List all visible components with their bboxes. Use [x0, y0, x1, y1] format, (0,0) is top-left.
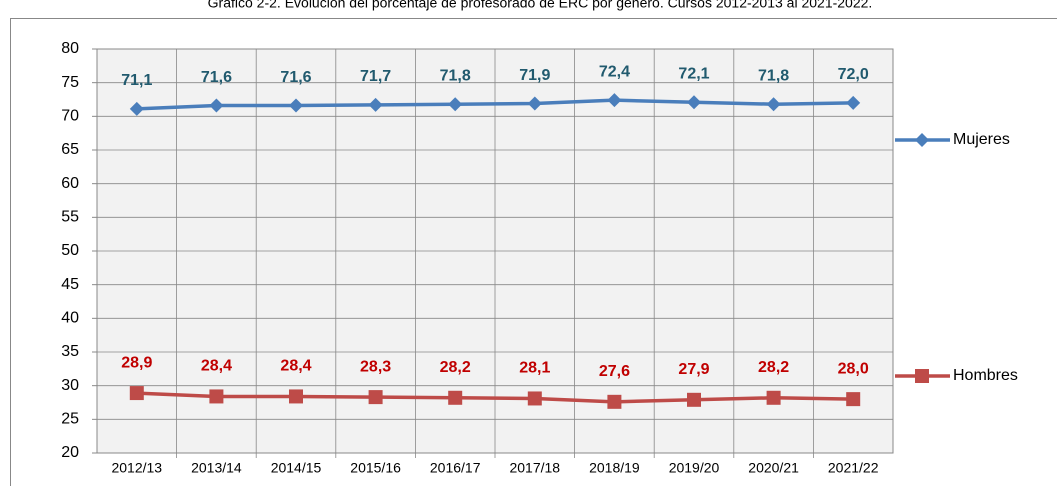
y-tick-label: 60 [61, 175, 79, 192]
marker [607, 93, 622, 108]
value-label: 71,6 [280, 69, 311, 86]
x-tick-label: 2017/18 [509, 460, 560, 476]
marker [846, 95, 861, 110]
y-tick-label: 80 [61, 40, 79, 57]
marker [209, 98, 224, 113]
marker [448, 390, 463, 405]
value-label: 71,9 [519, 67, 550, 84]
chart-title: Gráfico 2-2. Evolución del porcentaje de… [208, 0, 873, 11]
series-line [136, 98, 854, 111]
y-tick-label: 35 [61, 343, 79, 360]
marker [915, 369, 929, 383]
y-tick-label: 25 [61, 411, 79, 428]
marker [129, 101, 144, 116]
x-tick-label: 2019/20 [669, 460, 720, 476]
legend-label: Mujeres [953, 131, 1010, 148]
series-line [136, 391, 854, 404]
y-tick-label: 40 [61, 310, 79, 327]
x-tick-label: 2016/17 [430, 460, 481, 476]
value-label: 28,0 [838, 360, 869, 377]
x-tick-label: 2012/13 [111, 460, 162, 476]
y-tick-label: 45 [61, 276, 79, 293]
value-label: 28,9 [121, 354, 152, 371]
marker [527, 391, 542, 406]
value-label: 28,4 [280, 358, 311, 375]
value-label: 72,4 [599, 63, 630, 80]
marker [766, 390, 781, 405]
value-label: 71,7 [360, 68, 391, 85]
value-label: 27,9 [678, 361, 709, 378]
marker [289, 98, 303, 113]
value-label: 27,6 [599, 363, 630, 380]
value-label: 71,8 [758, 67, 789, 84]
marker [527, 96, 542, 111]
marker [368, 97, 383, 112]
marker [209, 389, 224, 404]
y-tick-label: 30 [61, 377, 79, 394]
value-label: 28,1 [519, 360, 550, 377]
y-tick-label: 70 [61, 108, 79, 125]
value-label: 71,1 [121, 72, 152, 89]
marker [915, 133, 929, 147]
marker [129, 386, 144, 401]
y-tick-label: 20 [61, 444, 79, 461]
marker [448, 97, 463, 112]
value-label: 28,2 [758, 359, 789, 376]
x-tick-label: 2018/19 [589, 460, 640, 476]
value-label: 72,0 [838, 66, 869, 83]
y-tick-label: 50 [61, 242, 79, 259]
x-tick-label: 2021/22 [828, 460, 879, 476]
value-label: 28,3 [360, 358, 391, 375]
value-label: 28,2 [440, 359, 471, 376]
y-tick-label: 75 [61, 74, 79, 91]
marker [846, 392, 861, 407]
x-tick-label: 2014/15 [271, 460, 322, 476]
x-tick-label: 2015/16 [350, 460, 401, 476]
value-label: 71,6 [201, 69, 232, 86]
y-tick-label: 55 [61, 209, 79, 226]
marker [289, 389, 303, 404]
value-label: 72,1 [678, 65, 709, 82]
marker [368, 390, 383, 405]
x-tick-label: 2013/14 [191, 460, 242, 476]
marker [607, 394, 622, 409]
value-label: 28,4 [201, 358, 232, 375]
marker [766, 97, 781, 112]
y-tick-label: 65 [61, 141, 79, 158]
marker [687, 392, 701, 407]
x-tick-label: 2020/21 [748, 460, 799, 476]
value-label: 71,8 [440, 67, 471, 84]
marker [687, 95, 701, 110]
legend-label: Hombres [953, 367, 1018, 384]
